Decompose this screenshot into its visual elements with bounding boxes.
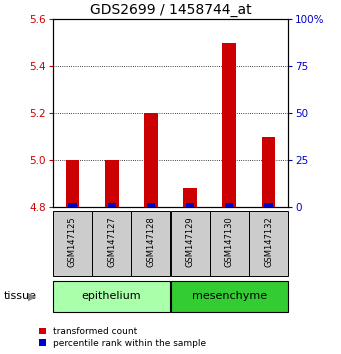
Bar [170, 211, 210, 276]
Bar [186, 203, 194, 207]
Bar [210, 211, 249, 276]
Text: GSM147132: GSM147132 [264, 217, 273, 267]
Text: GSM147129: GSM147129 [186, 217, 195, 267]
Bar [131, 211, 170, 276]
Text: GSM147125: GSM147125 [68, 217, 77, 267]
Bar [262, 137, 276, 207]
Text: epithelium: epithelium [82, 291, 142, 302]
Text: GSM147127: GSM147127 [107, 217, 116, 267]
Bar [222, 43, 236, 207]
Text: GSM147128: GSM147128 [146, 217, 155, 267]
Bar [53, 281, 170, 312]
Bar [53, 211, 92, 276]
Bar [264, 203, 273, 207]
Bar [92, 211, 131, 276]
Bar [65, 160, 79, 207]
Text: GSM147130: GSM147130 [225, 217, 234, 267]
Title: GDS2699 / 1458744_at: GDS2699 / 1458744_at [90, 3, 251, 17]
Text: ▶: ▶ [28, 291, 36, 302]
Bar [170, 281, 288, 312]
Bar [68, 203, 77, 207]
Bar [249, 211, 288, 276]
Bar [147, 203, 155, 207]
Legend: transformed count, percentile rank within the sample: transformed count, percentile rank withi… [39, 327, 206, 348]
Bar [105, 160, 119, 207]
Bar [225, 203, 234, 207]
Bar [183, 188, 197, 207]
Text: tissue: tissue [3, 291, 36, 302]
Bar [107, 203, 116, 207]
Text: mesenchyme: mesenchyme [192, 291, 267, 302]
Bar [144, 113, 158, 207]
